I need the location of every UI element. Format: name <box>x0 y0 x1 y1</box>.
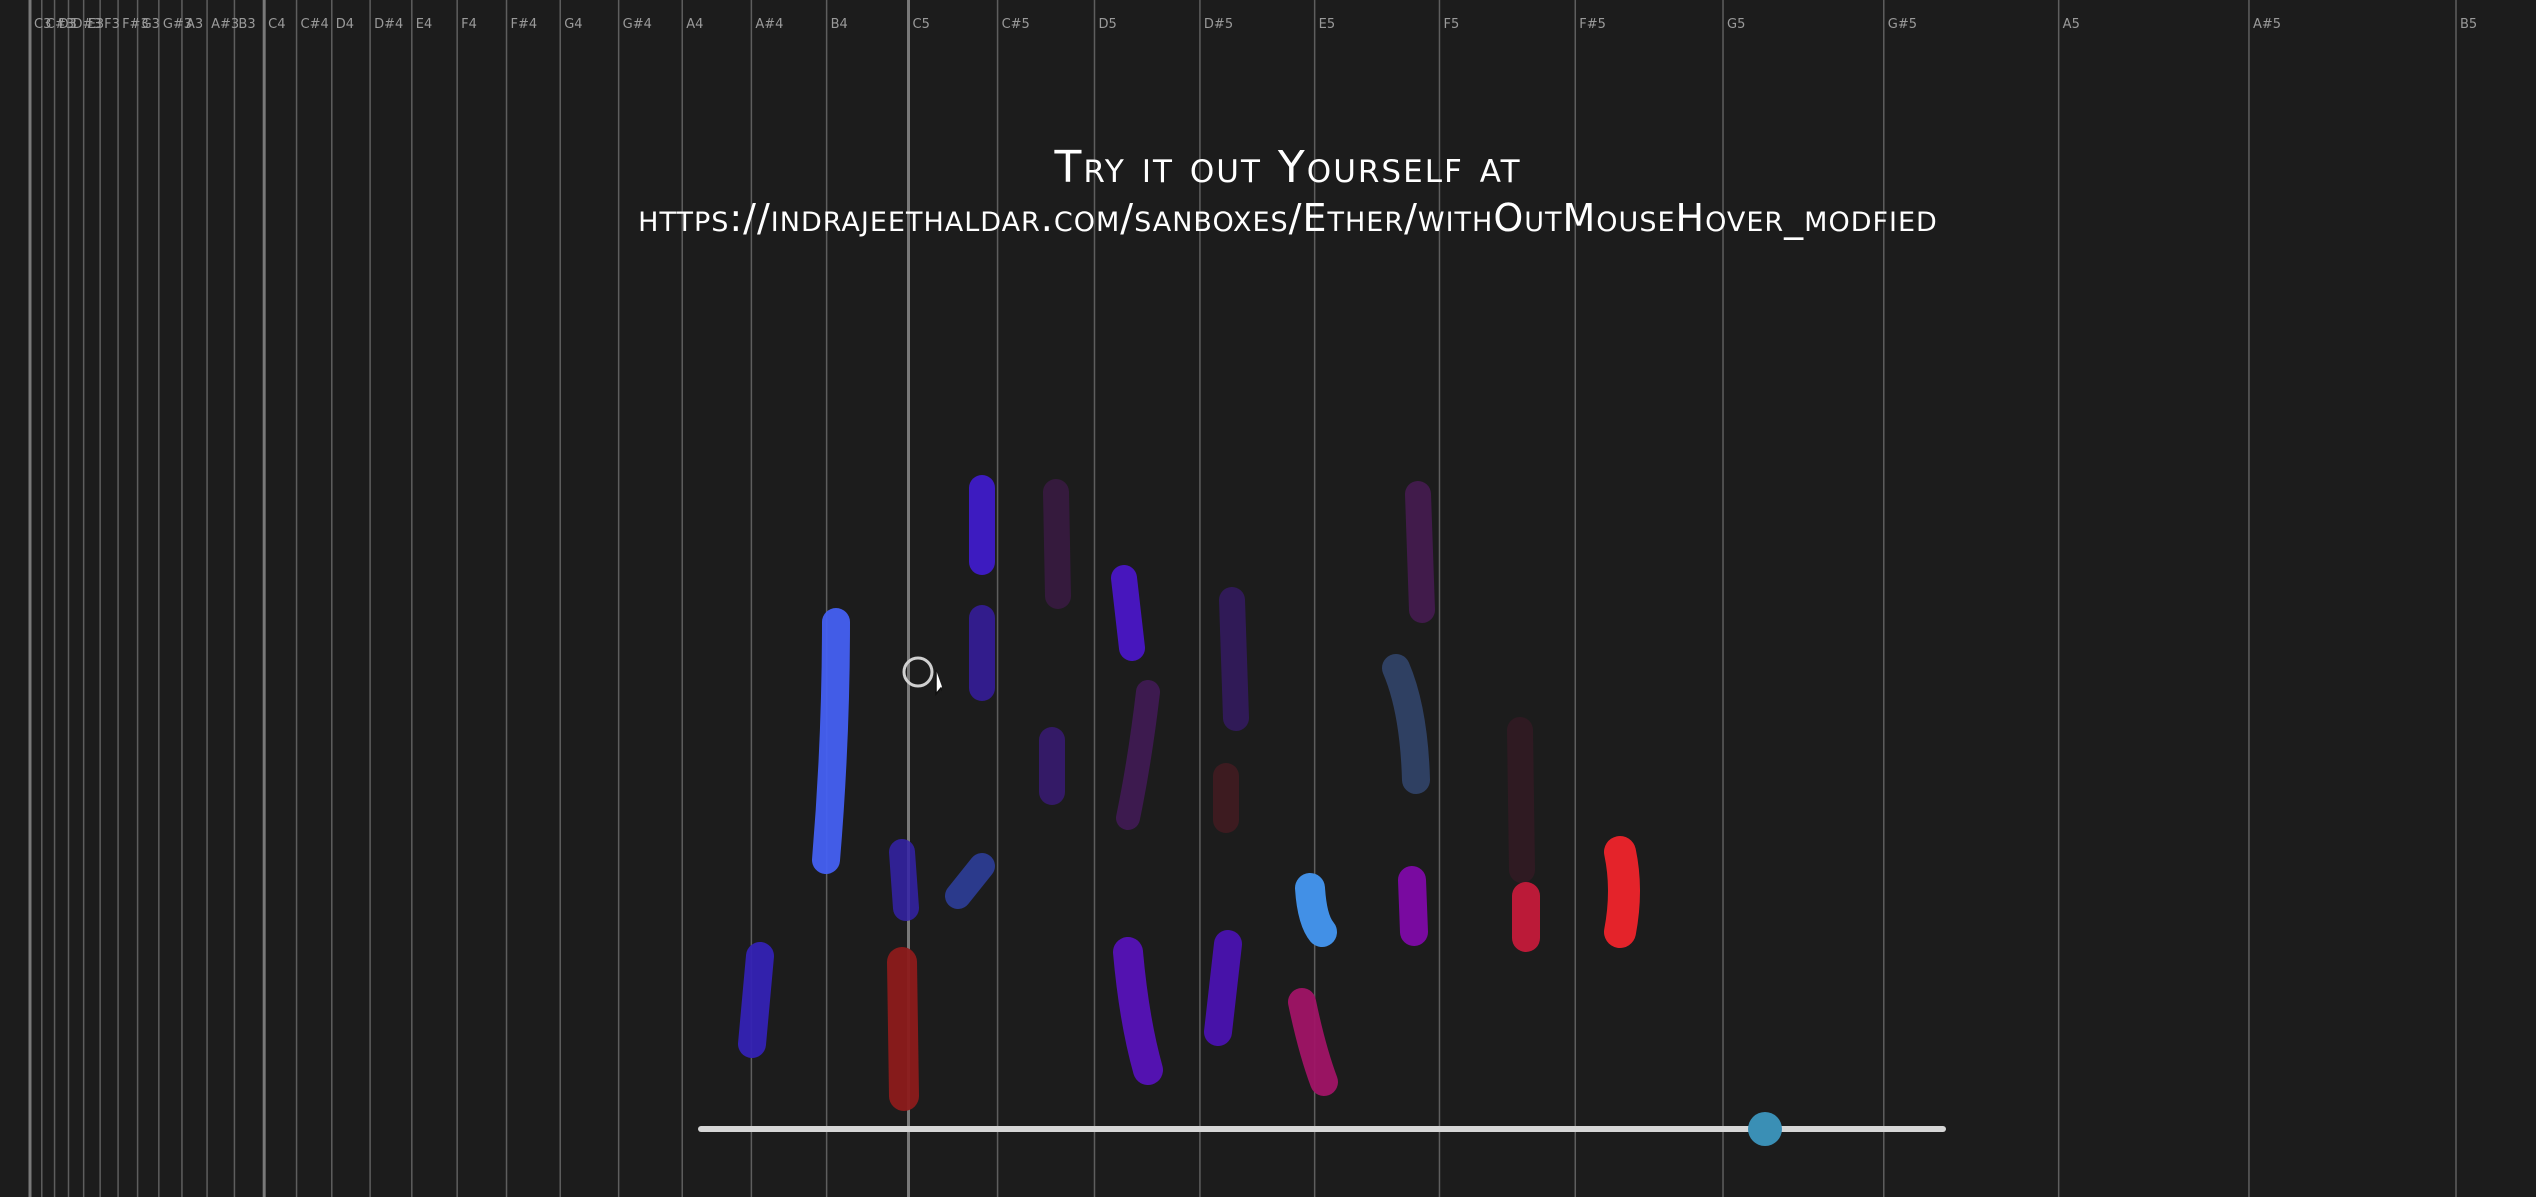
caption-url[interactable]: https://indrajeethaldar.com/sanboxes/Eth… <box>638 196 1938 240</box>
note-label: G#4 <box>623 17 652 32</box>
note-label: F#4 <box>511 17 538 32</box>
stroke-purple-faint <box>1043 479 1071 609</box>
stroke-purple <box>1398 866 1428 946</box>
stroke-violet <box>1204 930 1242 1046</box>
mouse-pointer-icon <box>902 656 942 697</box>
note-label: D#3 <box>72 17 101 32</box>
note-label: C#5 <box>1002 17 1030 32</box>
stroke-violet <box>1113 937 1163 1085</box>
slider-track[interactable] <box>698 1126 1946 1132</box>
note-label: B3 <box>238 17 255 32</box>
stroke-indigo <box>1111 565 1145 661</box>
stroke-violet <box>1219 587 1249 731</box>
note-label: F5 <box>1443 17 1459 32</box>
note-label: B5 <box>2460 17 2477 32</box>
stroke-purple-faint <box>1405 481 1435 623</box>
stroke-red-bright <box>1604 836 1640 948</box>
note-label: G4 <box>564 17 582 32</box>
stroke-blue-long <box>812 608 850 874</box>
note-label: D4 <box>336 17 354 32</box>
note-label: D#4 <box>374 17 403 32</box>
note-label: A#3 <box>211 17 239 32</box>
note-label: A3 <box>186 17 203 32</box>
slider-thumb[interactable] <box>1748 1112 1783 1146</box>
note-label: D#5 <box>1204 17 1233 32</box>
stroke-red-faint <box>1507 717 1535 883</box>
note-label: F#5 <box>1579 17 1606 32</box>
note-label: C#4 <box>301 17 329 32</box>
note-label: G#5 <box>1888 17 1917 32</box>
note-label: G#3 <box>163 17 192 32</box>
note-label: C5 <box>913 17 930 32</box>
stroke-indigo <box>889 839 919 921</box>
drawn-strokes <box>738 475 1640 1111</box>
note-label: F#3 <box>122 17 149 32</box>
note-label: A5 <box>2063 17 2080 32</box>
note-label: E4 <box>416 17 433 32</box>
note-label: A4 <box>686 17 703 32</box>
stroke-dark-red <box>887 947 919 1111</box>
note-label: F4 <box>461 17 477 32</box>
note-label: G3 <box>142 17 160 32</box>
stroke-magenta <box>1288 988 1338 1096</box>
note-label: C4 <box>268 17 285 32</box>
note-label: D3 <box>59 17 77 32</box>
note-label: D5 <box>1098 17 1116 32</box>
stroke-sky <box>1295 873 1337 947</box>
note-label: A#5 <box>2253 17 2281 32</box>
pitch-slider[interactable] <box>698 1112 1946 1146</box>
stroke-slate-blue <box>945 853 995 909</box>
note-label: G5 <box>1727 17 1745 32</box>
note-label: B4 <box>831 17 848 32</box>
note-label: A#4 <box>755 17 783 32</box>
stroke-violet-faint <box>1116 680 1160 830</box>
stroke-indigo <box>738 942 774 1058</box>
note-label: C3 <box>34 17 51 32</box>
note-label: C#3 <box>46 17 74 32</box>
note-label: E3 <box>88 17 105 32</box>
note-label: E5 <box>1319 17 1336 32</box>
stroke-slate <box>1382 654 1430 794</box>
caption-title: Try it out Yourself at <box>1054 142 1522 193</box>
note-label: F3 <box>104 17 120 32</box>
